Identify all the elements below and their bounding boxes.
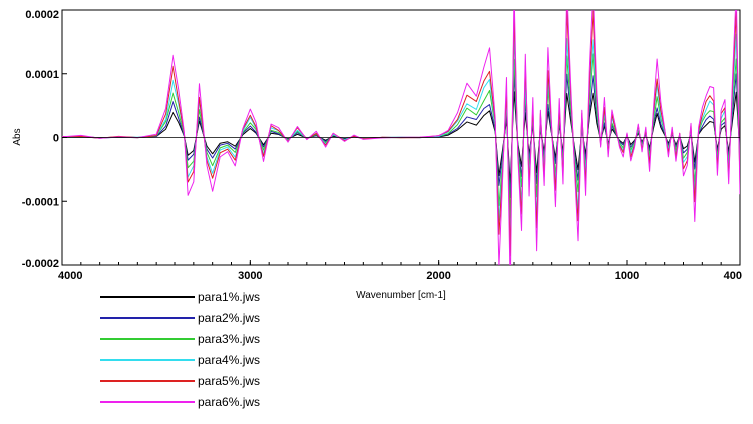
- legend-label: para3%.jws: [198, 332, 260, 346]
- series-line-6: [62, 10, 740, 265]
- legend-label: para6%.jws: [198, 395, 260, 409]
- y-tick-label: -0.0002: [22, 258, 59, 270]
- y-axis-ticks: 0.0002 0.0001 0 -0.0001 -0.0002: [22, 9, 67, 270]
- x-tick-label: 2000: [426, 270, 450, 282]
- legend-label: para5%.jws: [198, 374, 260, 388]
- x-tick-label: 400: [724, 270, 742, 282]
- y-tick-label: 0: [53, 133, 59, 145]
- legend: para1%.jws para2%.jws para3%.jws para4%.jws…: [100, 290, 260, 409]
- legend-label: para1%.jws: [198, 290, 260, 304]
- x-axis-ticks: 4000 3000 2000 1000 400: [58, 260, 742, 282]
- y-tick-label: -0.0001: [22, 196, 59, 208]
- x-tick-label: 3000: [238, 270, 262, 282]
- series-group: [62, 10, 740, 265]
- y-tick-label: 0.0001: [25, 69, 59, 81]
- x-tick-label: 1000: [615, 270, 639, 282]
- legend-label: para4%.jws: [198, 353, 260, 367]
- y-tick-label: 0.0002: [25, 9, 59, 21]
- y-axis-label: Abs: [12, 128, 23, 145]
- x-axis-label: Wavenumber [cm-1]: [356, 290, 446, 301]
- legend-label: para2%.jws: [198, 311, 260, 325]
- x-tick-label: 4000: [58, 270, 82, 282]
